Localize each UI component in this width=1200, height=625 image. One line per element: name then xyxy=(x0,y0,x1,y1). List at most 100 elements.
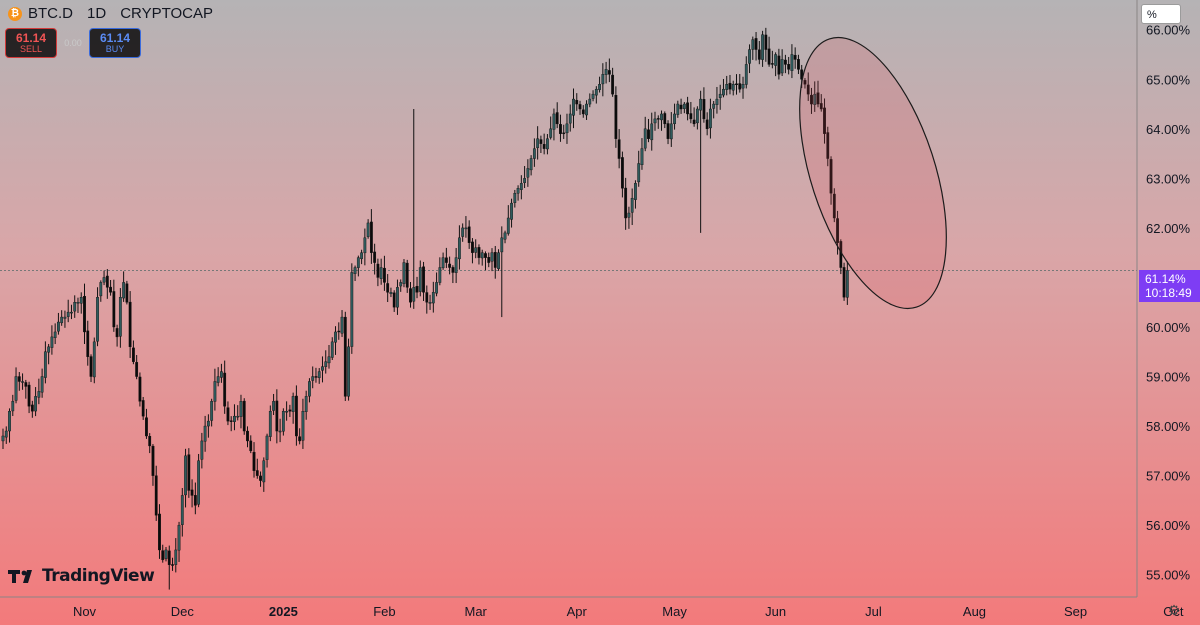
candle xyxy=(295,385,298,446)
candle xyxy=(689,101,693,124)
candle xyxy=(627,206,631,229)
candle-body xyxy=(510,202,513,220)
candle xyxy=(568,104,572,132)
candle xyxy=(503,230,507,244)
price-scale[interactable]: 55.00%56.00%57.00%58.00%59.00%60.00%61.0… xyxy=(1146,23,1191,583)
candle-body xyxy=(324,361,328,367)
candle-body xyxy=(281,411,285,432)
candle-body xyxy=(523,178,527,183)
candle-body xyxy=(744,64,748,85)
candle-body xyxy=(810,94,813,105)
candle-body xyxy=(301,411,305,441)
candle xyxy=(187,448,191,498)
candle-body xyxy=(213,381,217,402)
candle xyxy=(718,84,722,110)
candle xyxy=(699,90,703,233)
candle xyxy=(438,257,442,286)
candle xyxy=(454,248,458,284)
candle-body xyxy=(539,139,543,144)
candle-body xyxy=(614,95,618,139)
candle-body xyxy=(383,267,386,283)
candle-body xyxy=(304,396,308,412)
candle-body xyxy=(448,263,452,268)
candle-body xyxy=(239,401,243,417)
buy-label: BUY xyxy=(105,43,125,54)
candle-body xyxy=(718,93,722,98)
candle-body xyxy=(787,64,791,70)
interval-label[interactable]: 1D xyxy=(87,5,107,22)
candle xyxy=(803,78,807,89)
candle-body xyxy=(555,112,559,125)
candle-body xyxy=(252,451,256,471)
candle xyxy=(86,320,90,366)
candle-body xyxy=(816,92,820,105)
candle xyxy=(193,482,197,515)
price-tick-label: 66.00% xyxy=(1146,23,1191,38)
candle-body xyxy=(813,93,817,105)
scale-mode-button[interactable]: % xyxy=(1141,4,1181,24)
time-tick-label: Nov xyxy=(73,604,97,619)
candle-body xyxy=(21,381,24,383)
candle xyxy=(725,75,729,96)
candle xyxy=(526,159,530,187)
candle xyxy=(177,521,181,562)
candle-body xyxy=(187,454,191,491)
candle-body xyxy=(806,84,810,95)
candle-body xyxy=(115,328,119,338)
tradingview-logo[interactable]: TradingView xyxy=(8,566,155,586)
candle-body xyxy=(640,148,644,166)
candle xyxy=(546,134,549,155)
candle-body xyxy=(193,495,197,506)
candle-body xyxy=(343,316,347,397)
candle-series xyxy=(1,27,849,590)
candle-body xyxy=(777,55,781,75)
candle xyxy=(17,371,21,391)
candle xyxy=(396,279,399,315)
candle xyxy=(637,150,641,187)
candle xyxy=(259,471,262,487)
gear-icon[interactable]: ⚙ xyxy=(1167,602,1181,618)
candle-body xyxy=(171,564,174,566)
candle xyxy=(539,135,543,154)
time-tick-label: Oct xyxy=(1163,604,1184,619)
candle xyxy=(314,367,318,383)
candle xyxy=(692,107,696,127)
symbol-header[interactable]: ₿ BTC.D 1D CRYPTOCAP xyxy=(8,5,221,22)
buy-button[interactable]: 61.14 BUY xyxy=(89,28,141,58)
highlight-ellipse[interactable] xyxy=(770,20,975,327)
candle xyxy=(634,180,637,209)
candle-body xyxy=(4,430,8,438)
candle xyxy=(304,390,308,420)
candle-body xyxy=(350,272,354,347)
candle-body xyxy=(327,356,331,364)
candle-body xyxy=(506,217,510,234)
candle-body xyxy=(216,376,220,383)
candle-body xyxy=(402,262,406,284)
candle-body xyxy=(236,415,240,418)
candle-body xyxy=(549,128,553,138)
symbol-name[interactable]: BTC.D xyxy=(28,5,73,22)
candle xyxy=(89,354,93,383)
candle-body xyxy=(562,132,566,135)
candle xyxy=(624,177,628,230)
candle-body xyxy=(588,98,592,105)
candle-body xyxy=(363,237,367,254)
candle-body xyxy=(722,88,725,96)
candle xyxy=(607,58,611,83)
candle-body xyxy=(428,302,432,304)
time-scale[interactable]: Nov Dec 2025 Feb Mar Apr May Jun Jul Aug Sep Oct xyxy=(73,604,1184,619)
candle-body xyxy=(467,226,471,243)
candle xyxy=(741,76,745,99)
candle xyxy=(252,442,256,478)
candle-body xyxy=(676,103,680,115)
candle xyxy=(477,244,481,265)
candle-body xyxy=(246,430,249,442)
candle-body xyxy=(594,88,598,96)
candle xyxy=(506,205,510,236)
candle-body xyxy=(17,376,21,382)
sell-button[interactable]: 61.14 SELL xyxy=(5,28,57,58)
candle xyxy=(278,418,282,443)
candle xyxy=(490,248,494,272)
candle xyxy=(728,74,732,95)
